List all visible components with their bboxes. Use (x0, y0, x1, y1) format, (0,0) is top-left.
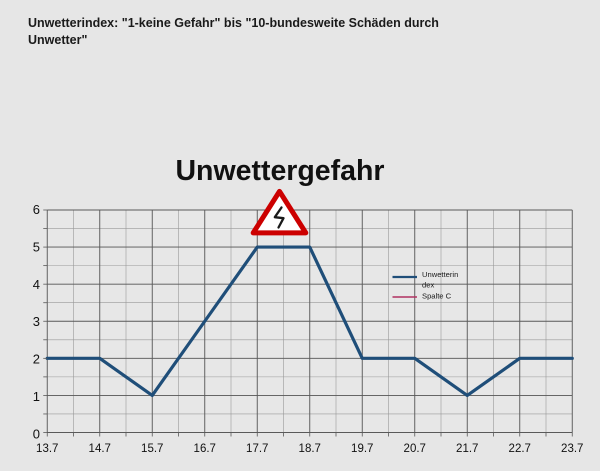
svg-text:17.7: 17.7 (246, 443, 268, 455)
svg-text:13.7: 13.7 (36, 443, 58, 455)
svg-text:dex: dex (422, 281, 434, 290)
svg-text:14.7: 14.7 (89, 443, 111, 455)
svg-text:19.7: 19.7 (351, 443, 373, 455)
svg-text:6: 6 (33, 202, 40, 217)
svg-text:2: 2 (33, 352, 40, 367)
svg-text:22.7: 22.7 (509, 443, 531, 455)
svg-text:21.7: 21.7 (456, 443, 478, 455)
svg-text:23.7: 23.7 (561, 443, 583, 455)
svg-text:Spalte C: Spalte C (422, 292, 452, 301)
svg-text:20.7: 20.7 (404, 443, 426, 455)
svg-text:5: 5 (33, 240, 40, 255)
svg-text:15.7: 15.7 (141, 443, 163, 455)
svg-text:0: 0 (33, 427, 40, 442)
svg-text:16.7: 16.7 (194, 443, 216, 455)
svg-text:18.7: 18.7 (299, 443, 321, 455)
svg-text:1: 1 (33, 389, 40, 404)
svg-text:4: 4 (33, 277, 40, 292)
svg-text:3: 3 (33, 314, 40, 329)
svg-text:Unwetterin: Unwetterin (422, 270, 458, 279)
